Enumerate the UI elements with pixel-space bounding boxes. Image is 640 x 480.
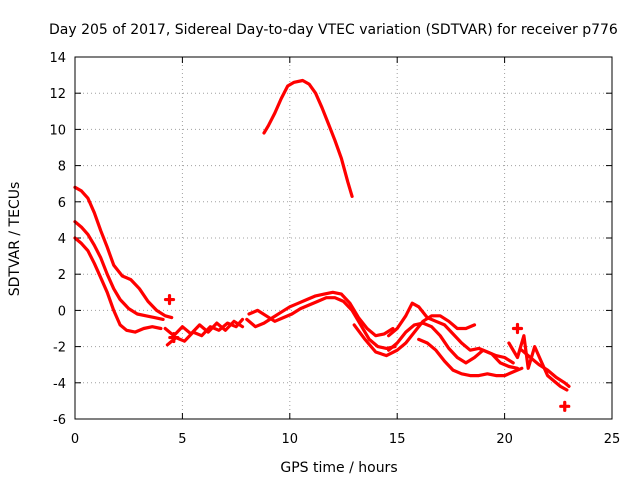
data-point-marker (511, 322, 524, 335)
data-series (73, 78, 571, 412)
series-arc-9 (352, 314, 477, 358)
series-arc-8 (262, 78, 354, 198)
chart-title: Day 205 of 2017, Sidereal Day-to-day VTE… (49, 22, 618, 38)
y-tick-label: -2 (53, 341, 66, 356)
y-tick-label: 2 (58, 268, 66, 283)
x-tick-label: 5 (178, 432, 186, 447)
y-tick-label: 8 (58, 160, 66, 175)
x-tick-label: 10 (282, 432, 299, 447)
grid (75, 57, 612, 419)
y-tick-label: 0 (58, 304, 66, 319)
series-arc-1 (73, 185, 174, 320)
y-tick-label: 4 (58, 232, 66, 247)
y-tick-label: -6 (53, 413, 66, 428)
series-arc-4 (163, 319, 245, 338)
series-arc-7 (247, 296, 397, 350)
series-arc-13 (507, 334, 569, 392)
y-tick-label: 14 (49, 51, 66, 66)
y-tick-label: 6 (58, 196, 66, 211)
plot-frame (74, 56, 613, 420)
y-tick-label: 10 (49, 123, 66, 138)
axis-ticks: 0 5 10 15 20 25 -6 -4 -2 0 2 4 6 8 10 12 14 (49, 51, 620, 447)
data-point-marker (559, 400, 571, 412)
data-point-marker (163, 293, 176, 306)
x-tick-label: 15 (389, 432, 406, 447)
series-arc-11 (387, 321, 520, 370)
data-point-marker (168, 331, 180, 344)
y-tick-label: -4 (53, 377, 66, 392)
x-tick-label: 25 (604, 432, 621, 447)
series-arc-10 (387, 301, 515, 365)
x-axis-label: GPS time / hours (280, 460, 397, 476)
series-arc-2 (73, 220, 165, 321)
x-tick-label: 0 (71, 432, 79, 447)
series-arc-3 (73, 236, 163, 334)
series-arc-5 (165, 317, 245, 347)
y-tick-label: 12 (49, 87, 66, 102)
series-arc-12 (417, 337, 524, 378)
series-arc-14 (520, 348, 571, 388)
x-tick-label: 20 (496, 432, 513, 447)
y-axis-label: SDTVAR / TECUs (7, 182, 23, 297)
